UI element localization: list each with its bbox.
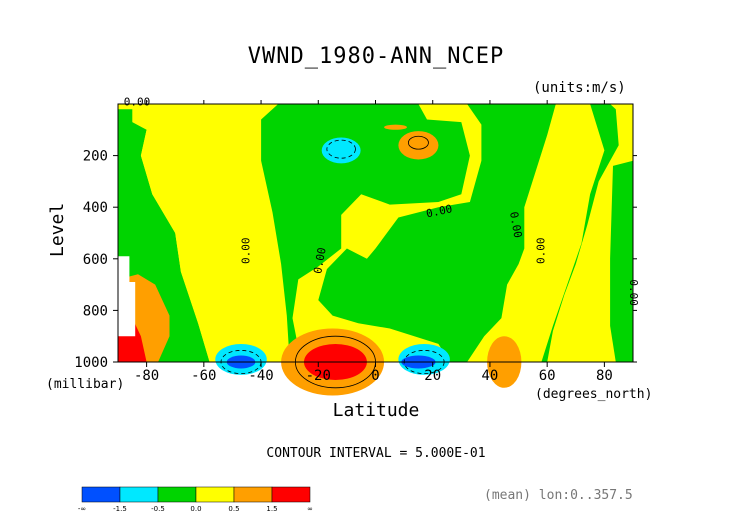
y-axis-label: Level [47,202,68,257]
x-tick-label: 40 [482,368,499,384]
chart-title: VWND_1980-ANN_NCEP [247,44,505,69]
x-tick-label: -60 [191,368,216,384]
contour-interval-note: CONTOUR INTERVAL = 5.000E-01 [266,446,486,461]
colorbar-swatch [81,486,121,503]
x-tick-label: 60 [539,368,556,384]
units-label: (units:m/s) [533,80,626,96]
contour-label: 0.00 [124,95,151,108]
colorbar-swatch [195,486,235,503]
x-axis-unit: (degrees_north) [535,387,653,402]
x-axis-label: Latitude [332,400,420,421]
colorbar-label: -0.5 [151,505,165,513]
mean-info: (mean) lon:0..357.5 [484,488,633,503]
contour-label: 0.00 [425,202,454,220]
contour-label: 0.00 [311,246,328,274]
colorbar-label: -1.5 [113,505,127,513]
dashed-contour [326,139,356,159]
colorbar-swatch [271,486,311,503]
field-strong-positive-cell [384,124,407,130]
missing-data-area [118,256,136,337]
y-tick-label: 1000 [74,355,108,371]
colorbar-swatch [233,486,273,503]
contour-label: 0.00 [240,237,253,264]
field-negative-region [541,104,619,362]
y-tick-label: 800 [83,303,108,319]
x-tick-label: -20 [306,368,331,384]
field-strong-negative-cell [321,137,361,164]
colorbar-label: 0.0 [190,505,201,513]
field-negative-region [610,160,633,362]
contour-label: 0.00 [507,211,524,239]
colorbar-swatch [119,486,159,503]
field-positive-region [140,104,302,362]
colorbar-label: 1.5 [266,505,277,513]
x-tick-label: 20 [424,368,441,384]
field-negative-region [318,104,556,362]
colorbar-swatch [157,486,197,503]
contour-label: 0.00 [534,237,547,264]
y-tick-label: 200 [83,149,108,165]
x-tick-label: -80 [134,368,159,384]
solid-contour [408,135,429,150]
x-tick-label: 0 [371,368,379,384]
contour-label: 0.00 [627,279,640,306]
x-tick-label: -40 [248,368,273,384]
colorbar-label: ∞ [307,505,313,513]
field-strong-positive-cell [398,131,439,160]
x-tick-label: 80 [596,368,613,384]
colorbar-label: -∞ [78,505,86,513]
field-negative-region [261,104,470,362]
y-tick-label: 400 [83,200,108,216]
y-axis-unit: (millibar) [46,377,125,392]
field-positive-region [532,104,633,362]
y-tick-label: 600 [83,252,108,268]
colorbar-label: 0.5 [228,505,239,513]
